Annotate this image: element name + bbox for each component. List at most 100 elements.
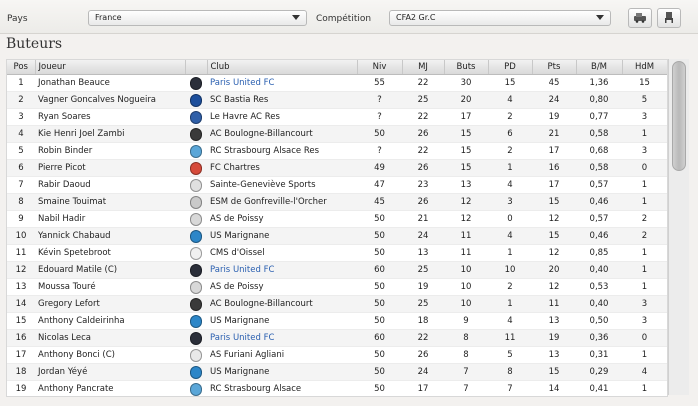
- table-row[interactable]: 1 Jonathan Beauce Paris United FC 55 22 30 15 4…: [7, 74, 667, 92]
- cell-pd: 2: [488, 142, 532, 160]
- cell-player[interactable]: Yannick Chabaud: [35, 227, 185, 245]
- table-row[interactable]: 19 Anthony Pancrate RC Strasbourg Alsace 50…: [7, 380, 667, 396]
- cell-hdm: 1: [622, 193, 667, 211]
- cell-player[interactable]: Moussa Touré: [35, 278, 185, 296]
- cell-club[interactable]: FC Chartres: [207, 159, 357, 177]
- cell-player[interactable]: Jordan Yéyé: [35, 363, 185, 381]
- table-row[interactable]: 18 Jordan Yéyé US Marignane 50 24 7 8 15 0,29 4: [7, 363, 667, 381]
- cell-player[interactable]: Anthony Pancrate: [35, 380, 185, 396]
- cell-player[interactable]: Robin Binder: [35, 142, 185, 160]
- cell-pos: 7: [7, 176, 35, 194]
- table-row[interactable]: 15 Anthony Caldeirinha US Marignane 50 18 9 4 1…: [7, 312, 667, 330]
- bench-button[interactable]: [657, 8, 681, 28]
- table-row[interactable]: 2 Vagner Goncalves Nogueira SC Bastia Res?…: [7, 91, 667, 109]
- table-row[interactable]: 9 Nabil Hadir AS de Poissy 50 21 12 0 12 0,57 2: [7, 210, 667, 228]
- cell-player[interactable]: Edouard Matile (C): [35, 261, 185, 279]
- col-header-player[interactable]: Joueur: [35, 60, 186, 75]
- table-row[interactable]: 6 Pierre Picot FC Chartres 49 26 15 1 16 0,58 0: [7, 159, 667, 177]
- col-header-pos[interactable]: Pos: [7, 60, 36, 75]
- cell-player[interactable]: Anthony Caldeirinha: [35, 312, 185, 330]
- cell-mj: 26: [402, 159, 444, 177]
- table-row[interactable]: 7 Rabir Daoud Sainte-Geneviève Sports 47 23 1…: [7, 176, 667, 194]
- cell-player[interactable]: Jonathan Beauce: [35, 74, 185, 92]
- cell-club[interactable]: AS de Poissy: [207, 278, 357, 296]
- table-row[interactable]: 16 Nicolas Leca Paris United FC 60 22 8 11 19 0,…: [7, 329, 667, 347]
- scrollbar-thumb[interactable]: [672, 61, 686, 171]
- cell-niv: ?: [357, 91, 402, 109]
- col-header-niv[interactable]: Niv: [357, 60, 403, 75]
- cell-pts: 16: [532, 159, 576, 177]
- cell-player[interactable]: Smaine Touimat: [35, 193, 185, 211]
- competition-select[interactable]: CFA2 Gr.C: [389, 10, 611, 26]
- cell-pos: 12: [7, 261, 35, 279]
- cell-club[interactable]: ESM de Gonfreville-l'Orcher: [207, 193, 357, 211]
- club-crest-icon: [190, 382, 202, 396]
- cell-club[interactable]: CMS d'Oissel: [207, 244, 357, 262]
- page-title: Buteurs: [6, 36, 63, 52]
- cell-crest: [185, 244, 207, 262]
- cell-pos: 10: [7, 227, 35, 245]
- col-header-pts[interactable]: Pts: [532, 60, 577, 75]
- cell-pd: 10: [488, 261, 532, 279]
- table-row[interactable]: 12 Edouard Matile (C) Paris United FC 60 25 1…: [7, 261, 667, 279]
- cell-club[interactable]: Le Havre AC Res: [207, 108, 357, 126]
- cell-mj: 26: [402, 346, 444, 364]
- cell-club[interactable]: US Marignane: [207, 312, 357, 330]
- cell-player[interactable]: Gregory Lefort: [35, 295, 185, 313]
- cell-club[interactable]: Sainte-Geneviève Sports: [207, 176, 357, 194]
- cell-club[interactable]: US Marignane: [207, 363, 357, 381]
- cell-club[interactable]: Paris United FC: [207, 261, 357, 279]
- transfer-button[interactable]: [628, 8, 652, 28]
- cell-hdm: 2: [622, 227, 667, 245]
- cell-player[interactable]: Nicolas Leca: [35, 329, 185, 347]
- table-row[interactable]: 14 Gregory Lefort AC Boulogne-Billancourt 5…: [7, 295, 667, 313]
- col-header-buts[interactable]: Buts: [444, 60, 489, 75]
- cell-bm: 0,53: [576, 278, 622, 296]
- cell-crest: [185, 278, 207, 296]
- cell-player[interactable]: Vagner Goncalves Nogueira: [35, 91, 185, 109]
- cell-pd: 1: [488, 159, 532, 177]
- cell-crest: [185, 380, 207, 396]
- cell-player[interactable]: Ryan Soares: [35, 108, 185, 126]
- col-header-pd[interactable]: PD: [488, 60, 533, 75]
- table-row[interactable]: 8 Smaine Touimat ESM de Gonfreville-l'Orch…: [7, 193, 667, 211]
- cell-player[interactable]: Rabir Daoud: [35, 176, 185, 194]
- cell-pos: 13: [7, 278, 35, 296]
- cell-club[interactable]: AS Furiani Agliani: [207, 346, 357, 364]
- cell-hdm: 1: [622, 380, 667, 396]
- table-row[interactable]: 5 Robin Binder RC Strasbourg Alsace Res? 22…: [7, 142, 667, 160]
- cell-mj: 19: [402, 278, 444, 296]
- cell-player[interactable]: Kie Henri Joel Zambi: [35, 125, 185, 143]
- cell-club[interactable]: US Marignane: [207, 227, 357, 245]
- table-row[interactable]: 13 Moussa Touré AS de Poissy 50 19 10 2 12 0,53 1: [7, 278, 667, 296]
- table-row[interactable]: 4 Kie Henri Joel Zambi AC Boulogne-Billanc…: [7, 125, 667, 143]
- table-row[interactable]: 3 Ryan Soares Le Havre AC Res? 22 17 2 19 0,77 3: [7, 108, 667, 126]
- cell-player[interactable]: Anthony Bonci (C): [35, 346, 185, 364]
- cell-club[interactable]: RC Strasbourg Alsace: [207, 380, 357, 396]
- col-header-bm[interactable]: B/M: [576, 60, 623, 75]
- table-row[interactable]: 11 Kévin Spetebroot CMS d'Oissel 50 13 11 1 12 0…: [7, 244, 667, 262]
- col-header-hdm[interactable]: HdM: [622, 60, 667, 75]
- cell-player[interactable]: Pierre Picot: [35, 159, 185, 177]
- cell-club[interactable]: Paris United FC: [207, 74, 357, 92]
- col-header-club[interactable]: Club: [207, 60, 358, 75]
- club-crest-icon: [190, 365, 202, 379]
- cell-bm: 0,57: [576, 176, 622, 194]
- cell-player[interactable]: Kévin Spetebroot: [35, 244, 185, 262]
- cell-club[interactable]: Paris United FC: [207, 329, 357, 347]
- table-row[interactable]: 10 Yannick Chabaud US Marignane 50 24 11 4 15 0,…: [7, 227, 667, 245]
- cell-club[interactable]: AC Boulogne-Billancourt: [207, 295, 357, 313]
- country-select[interactable]: France: [88, 10, 307, 26]
- cell-pd: 7: [488, 380, 532, 396]
- cell-club[interactable]: AC Boulogne-Billancourt: [207, 125, 357, 143]
- cell-club[interactable]: SC Bastia Res: [207, 91, 357, 109]
- vertical-scrollbar[interactable]: [668, 59, 689, 395]
- cell-player[interactable]: Nabil Hadir: [35, 210, 185, 228]
- cell-club[interactable]: RC Strasbourg Alsace Res: [207, 142, 357, 160]
- table-row[interactable]: 17 Anthony Bonci (C) AS Furiani Agliani 50 2…: [7, 346, 667, 364]
- cell-club[interactable]: AS de Poissy: [207, 210, 357, 228]
- cell-niv: 50: [357, 363, 402, 381]
- cell-pts: 12: [532, 244, 576, 262]
- club-crest-icon: [190, 178, 202, 192]
- col-header-mj[interactable]: MJ: [402, 60, 445, 75]
